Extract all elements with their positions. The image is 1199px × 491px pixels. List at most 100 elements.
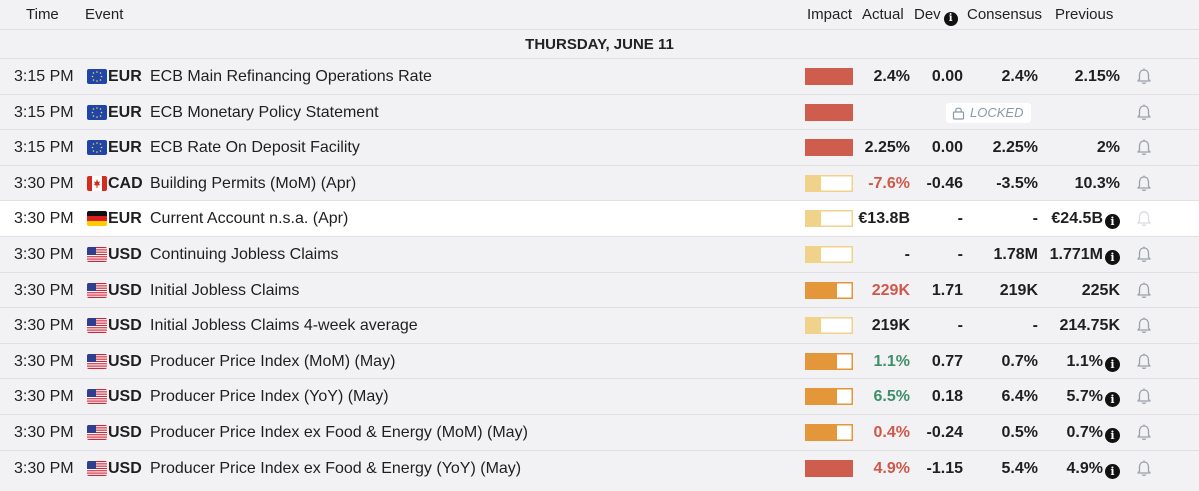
table-row[interactable]: 3:30 PM USD Initial Jobless Claims 4-week … — [0, 307, 1199, 343]
header-previous[interactable]: Previous — [1055, 6, 1114, 23]
bell-icon[interactable] — [1134, 138, 1154, 158]
actual-value: -7.6% — [868, 174, 910, 192]
table-row[interactable]: 3:30 PM USD Producer Price Index (MoM) (Ma… — [0, 342, 1199, 379]
event-name[interactable]: Producer Price Index ex Food & Energy (M… — [150, 424, 528, 441]
event-time: 3:30 PM — [14, 246, 74, 263]
bell-icon[interactable] — [1134, 67, 1154, 87]
header-actual[interactable]: Actual — [862, 6, 904, 23]
header-event[interactable]: Event — [85, 6, 124, 23]
previous-cell: 214.75K — [1060, 308, 1121, 343]
deviation-value: 0.18 — [931, 388, 963, 406]
table-row[interactable]: 3:30 PM USD Producer Price Index ex Food &… — [0, 449, 1199, 486]
event-name[interactable]: Current Account n.s.a. (Apr) — [150, 210, 349, 228]
table-row[interactable]: 3:30 PM USD Continuing Jobless Claims - - 1.7… — [0, 236, 1199, 272]
previous-value: 10.3% — [1074, 174, 1120, 192]
event-name[interactable]: ECB Rate On Deposit Facility — [150, 139, 360, 157]
impact-medium-indicator — [805, 424, 853, 441]
impact-low-indicator — [805, 246, 853, 263]
actual-value: €13.8B — [858, 210, 910, 228]
event-time: 3:30 PM — [14, 352, 74, 370]
revision-info-icon[interactable]: i — [1105, 392, 1120, 408]
impact-high-indicator — [805, 459, 853, 477]
impact-high-indicator — [805, 139, 853, 157]
revision-info-icon[interactable]: i — [1105, 428, 1120, 443]
consensus-value: 219K — [999, 281, 1038, 299]
header-dev[interactable]: Dev — [914, 6, 941, 23]
table-row[interactable]: 3:30 PM USD Producer Price Index (YoY) (Ma… — [0, 378, 1199, 414]
currency-code: USD — [108, 281, 142, 299]
deviation-value: 1.71 — [931, 281, 963, 299]
revision-info-icon[interactable]: i — [1105, 250, 1120, 265]
actual-value: 2.4% — [873, 68, 910, 85]
ca-flag-icon — [87, 175, 107, 191]
bell-icon[interactable] — [1134, 387, 1154, 407]
bell-icon[interactable] — [1134, 103, 1154, 123]
actual-value: 229K — [871, 281, 910, 299]
actual-value: 219K — [871, 317, 910, 335]
currency-code: USD — [108, 246, 142, 263]
revision-info-icon[interactable]: i — [1105, 214, 1120, 230]
locked-badge[interactable]: LOCKED — [946, 102, 1031, 123]
consensus-value: 2.25% — [992, 139, 1038, 157]
deviation-value: - — [957, 317, 963, 335]
table-row[interactable]: 3:15 PM EUR ECB Rate On Deposit Facility 2.… — [0, 129, 1199, 165]
previous-cell: 1.1% i — [1067, 344, 1120, 379]
table-row[interactable]: 3:30 PM USD Producer Price Index ex Food &… — [0, 414, 1199, 450]
consensus-value: 1.78M — [993, 246, 1038, 263]
event-name[interactable]: ECB Monetary Policy Statement — [150, 103, 379, 121]
table-row[interactable]: 3:15 PM EUR ECB Main Refinancing Operation… — [0, 58, 1199, 94]
event-time: 3:15 PM — [14, 68, 74, 85]
event-name[interactable]: Building Permits (MoM) (Apr) — [150, 174, 357, 192]
table-row[interactable]: 3:30 PM CAD Building Permits (MoM) (Apr) -7… — [0, 164, 1199, 201]
impact-low-indicator — [805, 174, 853, 192]
deviation-value: 0.77 — [931, 352, 963, 370]
currency-code: USD — [108, 352, 142, 370]
event-name[interactable]: Producer Price Index (MoM) (May) — [150, 352, 396, 370]
header-dev-group: Dev i — [914, 6, 958, 26]
bell-icon[interactable] — [1134, 352, 1154, 372]
table-row[interactable]: 3:15 PM EUR ECB Monetary Policy Statement L… — [0, 93, 1199, 130]
bell-icon[interactable] — [1134, 245, 1154, 265]
previous-value: €24.5B — [1051, 210, 1103, 228]
table-row[interactable]: 3:30 PM EUR Current Account n.s.a. (Apr) €1… — [0, 200, 1199, 237]
us-flag-icon — [87, 460, 107, 476]
revision-info-icon[interactable]: i — [1105, 463, 1120, 479]
previous-cell: 4.9% i — [1067, 451, 1120, 486]
bell-icon[interactable] — [1134, 459, 1154, 479]
header-consensus[interactable]: Consensus — [967, 6, 1043, 23]
event-time: 3:30 PM — [14, 459, 74, 477]
dev-info-icon[interactable]: i — [943, 12, 958, 26]
event-name[interactable]: Producer Price Index ex Food & Energy (Y… — [150, 459, 522, 477]
impact-medium-indicator — [805, 352, 853, 370]
impact-medium-indicator — [805, 281, 853, 299]
us-flag-icon — [87, 353, 107, 369]
event-time: 3:30 PM — [14, 281, 74, 299]
event-name[interactable]: Initial Jobless Claims 4-week average — [150, 317, 418, 335]
previous-value: 1.771M — [1049, 246, 1103, 263]
lock-icon — [952, 107, 965, 120]
bell-icon[interactable] — [1134, 316, 1154, 336]
table-row[interactable]: 3:30 PM USD Initial Jobless Claims 229K 1.71… — [0, 271, 1199, 308]
previous-value: 1.1% — [1066, 352, 1103, 370]
event-name[interactable]: ECB Main Refinancing Operations Rate — [150, 68, 432, 85]
actual-value: 0.4% — [873, 424, 910, 441]
bell-icon[interactable] — [1134, 423, 1154, 443]
bell-icon[interactable] — [1134, 209, 1154, 229]
us-flag-icon — [87, 247, 107, 262]
bell-icon[interactable] — [1134, 174, 1154, 194]
day-header: THURSDAY, JUNE 11 — [0, 29, 1199, 59]
deviation-value: 0.00 — [931, 68, 963, 85]
event-name[interactable]: Producer Price Index (YoY) (May) — [150, 388, 389, 406]
previous-cell: 0.7% i — [1067, 415, 1120, 450]
header-impact[interactable]: Impact — [807, 6, 853, 23]
event-name[interactable]: Initial Jobless Claims — [150, 281, 300, 299]
bell-icon[interactable] — [1134, 281, 1154, 301]
event-name[interactable]: Continuing Jobless Claims — [150, 246, 339, 263]
impact-medium-indicator — [805, 388, 853, 406]
header-time[interactable]: Time — [26, 6, 59, 23]
previous-value: 0.7% — [1066, 424, 1103, 441]
event-time: 3:30 PM — [14, 174, 74, 192]
eu-flag-icon — [87, 104, 107, 120]
revision-info-icon[interactable]: i — [1105, 356, 1120, 372]
